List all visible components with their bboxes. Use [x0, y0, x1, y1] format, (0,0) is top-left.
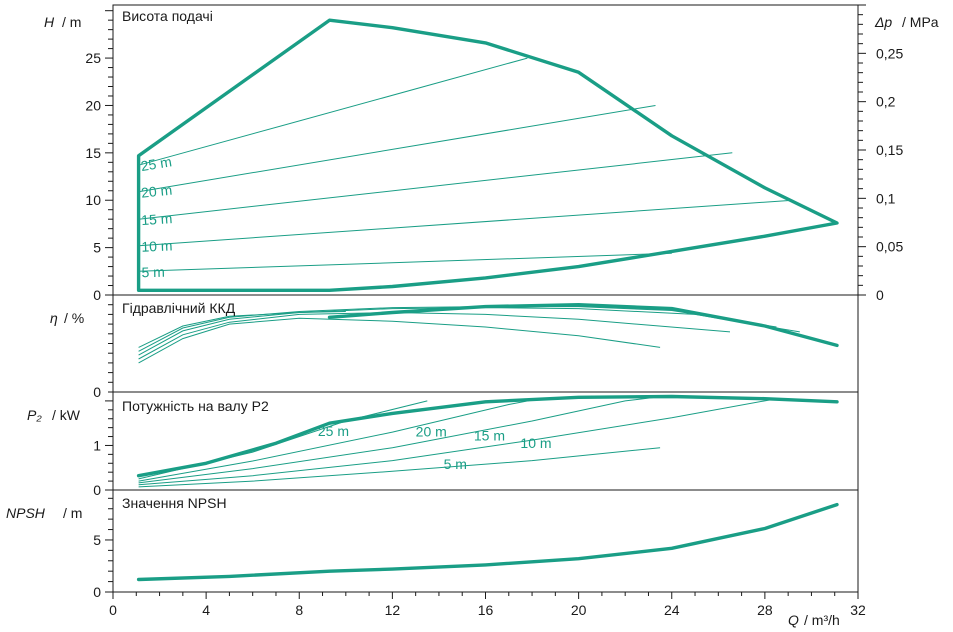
y2-axis-unit: / MPa	[902, 14, 939, 30]
x-axis-label: Q	[788, 612, 799, 628]
y-axis-unit-power: / kW	[52, 407, 81, 423]
curve-label-power-15m: 15 m	[474, 428, 505, 444]
y-axis-unit-head: / m	[62, 14, 81, 30]
y-tick-label-head: 10	[85, 192, 101, 208]
series-line-head-10m	[138, 199, 793, 247]
y-tick-label-power: 1	[93, 437, 101, 453]
series-line-efficiency-0	[138, 317, 661, 364]
curve-label-power-5m: 5 m	[444, 456, 467, 472]
y-tick-label-npsh: 0	[93, 584, 101, 600]
series-line-power-15m	[138, 396, 656, 484]
main-curve-npsh	[136, 502, 839, 582]
main-curve-efficiency	[327, 303, 839, 348]
series-line-head-5m	[138, 252, 672, 272]
main-curve-power	[136, 394, 839, 478]
x-tick-label: 28	[757, 602, 773, 618]
panel-title-head: Висота подачі	[122, 8, 213, 24]
y-tick-label-head: 25	[85, 50, 101, 66]
y-axis-unit-efficiency: / %	[64, 310, 84, 326]
panel-title-efficiency: Гідравлічний ККД	[122, 300, 236, 316]
x-tick-label: 24	[664, 602, 680, 618]
y-tick-label-npsh: 5	[93, 532, 101, 548]
y2-tick-label: 0,2	[876, 94, 896, 110]
y-axis-label-npsh: NPSH	[6, 505, 46, 521]
x-tick-label: 32	[850, 602, 866, 618]
x-tick-label: 0	[109, 602, 117, 618]
curve-label-head-10m: 10 m	[141, 237, 173, 254]
x-tick-label: 16	[478, 602, 494, 618]
y-tick-label-head: 20	[85, 97, 101, 113]
y2-tick-label: 0,15	[876, 142, 903, 158]
y-axis-label-head: H	[44, 14, 55, 30]
series-line-power-10m	[138, 398, 777, 486]
panel-title-npsh: Значення NPSH	[122, 495, 227, 511]
x-tick-label: 20	[571, 602, 587, 618]
curve-label-head-25m: 25 m	[140, 153, 173, 174]
panel-title-power: Потужність на валу P2	[122, 398, 269, 414]
y-tick-label-head: 0	[93, 287, 101, 303]
curve-label-power-20m: 20 m	[416, 424, 447, 440]
y-tick-label-efficiency: 0	[93, 384, 101, 400]
y-tick-label-head: 5	[93, 240, 101, 256]
curve-label-power-25m: 25 m	[318, 423, 349, 439]
curve-label-power-10m: 10 m	[520, 435, 551, 451]
y2-tick-label: 0,05	[876, 239, 903, 255]
series-line-head-20m	[138, 105, 656, 193]
y-axis-unit-npsh: / m	[63, 505, 82, 521]
x-axis-unit: / m³/h	[804, 612, 840, 628]
y2-axis-label: Δp	[874, 14, 892, 30]
series-line-head-25m	[138, 57, 528, 166]
y2-tick-label: 0	[876, 287, 884, 303]
x-tick-label: 8	[295, 602, 303, 618]
y-tick-label-power: 0	[93, 482, 101, 498]
curve-label-head-15m: 15 m	[141, 210, 173, 228]
x-tick-label: 12	[385, 602, 401, 618]
curve-label-head-20m: 20 m	[140, 182, 173, 201]
panel-frame-head	[112, 4, 859, 296]
y-tick-label-head: 15	[85, 145, 101, 161]
y2-tick-label: 0,1	[876, 190, 896, 206]
series-line-power-20m	[138, 398, 540, 482]
y-axis-label-power: P₂	[27, 407, 42, 423]
series-line-head-15m	[138, 152, 733, 220]
head-envelope-curve	[136, 18, 839, 292]
curve-label-head-5m: 5 m	[141, 264, 165, 280]
series-line-efficiency-1	[138, 311, 731, 360]
series-line-power-5m	[138, 447, 661, 488]
series-line-efficiency-2	[138, 307, 800, 356]
series-line-efficiency-3	[138, 306, 777, 352]
y2-tick-label: 0,25	[876, 45, 903, 61]
x-tick-label: 4	[202, 602, 210, 618]
series-line-efficiency-4	[138, 311, 346, 348]
y-axis-label-efficiency: η	[50, 310, 58, 326]
